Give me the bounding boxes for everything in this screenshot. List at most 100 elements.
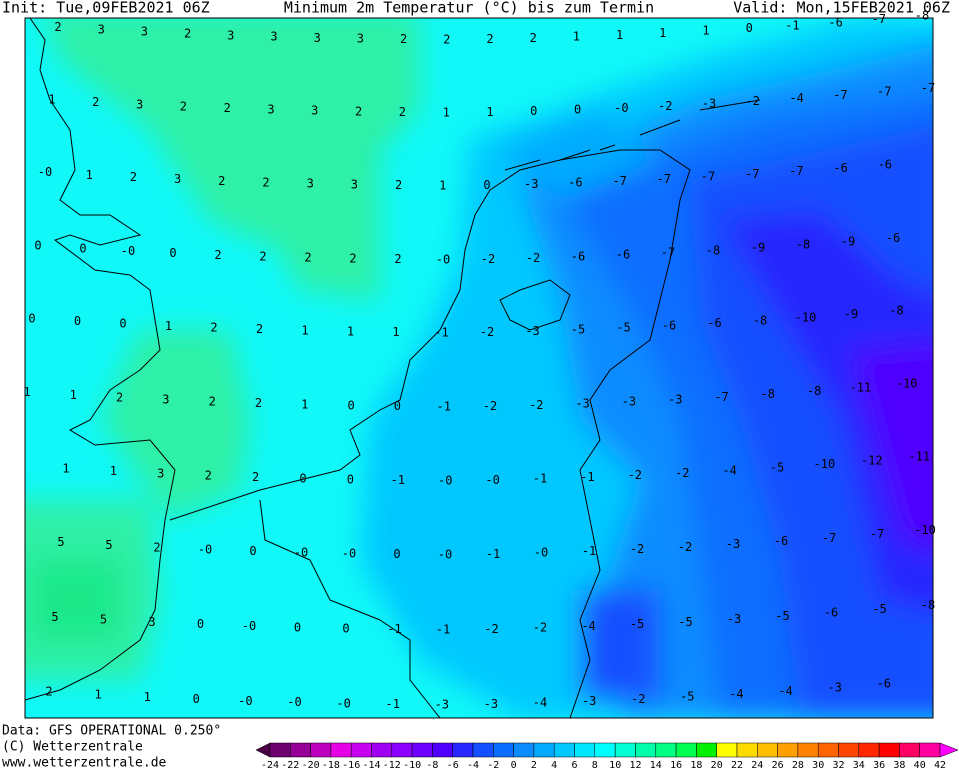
grid-value: 3 [351, 178, 358, 192]
colorbar-label: 12 [629, 760, 641, 770]
grid-value: -0 [436, 252, 450, 266]
grid-value: 1 [23, 385, 30, 399]
grid-value: 3 [141, 25, 148, 39]
colorbar-segment [553, 742, 575, 758]
map-title: Minimum 2m Temperatur (°C) bis zum Termi… [284, 0, 654, 17]
grid-value: -6 [571, 250, 585, 264]
grid-value: 0 [169, 246, 176, 260]
grid-value: -7 [789, 164, 803, 178]
map-frame [24, 17, 934, 719]
grid-value: -8 [796, 238, 810, 252]
grid-value: -9 [841, 234, 855, 248]
grid-value: -7 [612, 174, 626, 188]
grid-value: -0 [485, 473, 499, 487]
grid-value: -6 [707, 316, 721, 330]
grid-value: -4 [722, 463, 736, 477]
colorbar-label: 6 [571, 760, 577, 770]
grid-value: 5 [51, 610, 58, 624]
grid-value: -8 [706, 243, 720, 257]
grid-value: 2 [130, 170, 137, 184]
grid-value: 2 [262, 175, 269, 189]
grid-value: -2 [658, 99, 672, 113]
colorbar-label: -8 [426, 760, 438, 770]
grid-value: 0 [347, 399, 354, 413]
grid-value: 2 [54, 20, 61, 34]
grid-value: 2 [256, 322, 263, 336]
grid-value: 2 [116, 390, 123, 404]
grid-value: -3 [622, 395, 636, 409]
colorbar-segment [371, 742, 393, 758]
init-time: Init: Tue,09FEB2021 06Z [2, 0, 210, 17]
grid-value: -6 [774, 534, 788, 548]
grid-value: -7 [872, 12, 886, 26]
grid-value: -2 [526, 251, 540, 265]
grid-value: -6 [828, 15, 842, 29]
grid-value: 3 [311, 104, 318, 118]
grid-value: 2 [304, 251, 311, 265]
grid-value: -2 [483, 399, 497, 413]
grid-value: -8 [921, 598, 935, 612]
grid-value: 2 [209, 395, 216, 409]
grid-value: 2 [45, 684, 52, 698]
grid-value: 1 [573, 30, 580, 44]
grid-labels: 2 3 3 2 3 3 3 3 2 2 2 2 1 1 1 1 0 -1 -6 -7 -8 1 2 3 2 2 3 3 2 2 1 1 0 0 -0… [23, 8, 935, 711]
grid-value: 1 [70, 388, 77, 402]
grid-value: -8 [807, 384, 821, 398]
grid-value: -8 [753, 314, 767, 328]
grid-value: -4 [729, 687, 743, 701]
grid-value: -7 [870, 527, 884, 541]
grid-value: -2 [628, 468, 642, 482]
colorbar-label: 32 [832, 760, 844, 770]
grid-value: 0 [294, 620, 301, 634]
colorbar-segment [594, 742, 616, 758]
grid-value: 0 [193, 692, 200, 706]
grid-value: -1 [434, 325, 448, 339]
grid-value: 1 [86, 168, 93, 182]
grid-value: -11 [850, 380, 872, 394]
grid-value: -6 [662, 319, 676, 333]
grid-value: 2 [252, 470, 259, 484]
grid-value: -6 [833, 161, 847, 175]
colorbar-segment [899, 742, 920, 758]
colorbar-label: 0 [511, 760, 517, 770]
grid-value: 0 [299, 471, 306, 485]
colorbar-label: 2 [531, 760, 537, 770]
colorbar-label: 20 [711, 760, 723, 770]
grid-value: 2 [214, 248, 221, 262]
grid-value: -2 [533, 621, 547, 635]
grid-value: 3 [270, 30, 277, 44]
grid-value: -5 [571, 323, 585, 337]
colorbar-segment [797, 742, 819, 758]
grid-value: 2 [349, 252, 356, 266]
grid-value: -2 [630, 542, 644, 556]
colorbar-segment [878, 742, 900, 758]
grid-value: -5 [872, 602, 886, 616]
grid-value: 3 [136, 97, 143, 111]
grid-value: 2 [205, 468, 212, 482]
grid-value: -2 [746, 94, 760, 108]
grid-value: 2 [259, 249, 266, 263]
colorbar-segment [757, 742, 778, 758]
grid-value: -8 [889, 304, 903, 318]
grid-value: -0 [534, 546, 548, 560]
temperature-field [25, 18, 933, 718]
grid-value: 3 [227, 28, 234, 42]
grid-value: 3 [148, 615, 155, 629]
grid-value: 2 [255, 396, 262, 410]
grid-value: -10 [795, 311, 817, 325]
grid-value: 2 [355, 105, 362, 119]
colorbar-segment [919, 742, 941, 758]
grid-value: 3 [357, 32, 364, 46]
colorbar-label: 14 [650, 760, 662, 770]
colorbar-label: -4 [467, 760, 479, 770]
grid-value: 0 [483, 178, 490, 192]
colorbar-label: -10 [403, 760, 421, 770]
colorbar-segment [858, 742, 880, 758]
copyright: (C) Wetterzentrale [2, 740, 143, 755]
grid-value: -1 [580, 470, 594, 484]
grid-value: -2 [529, 398, 543, 412]
grid-value: -2 [484, 622, 498, 636]
grid-value: 0 [530, 104, 537, 118]
grid-value: -9 [844, 307, 858, 321]
grid-value: 1 [443, 106, 450, 120]
